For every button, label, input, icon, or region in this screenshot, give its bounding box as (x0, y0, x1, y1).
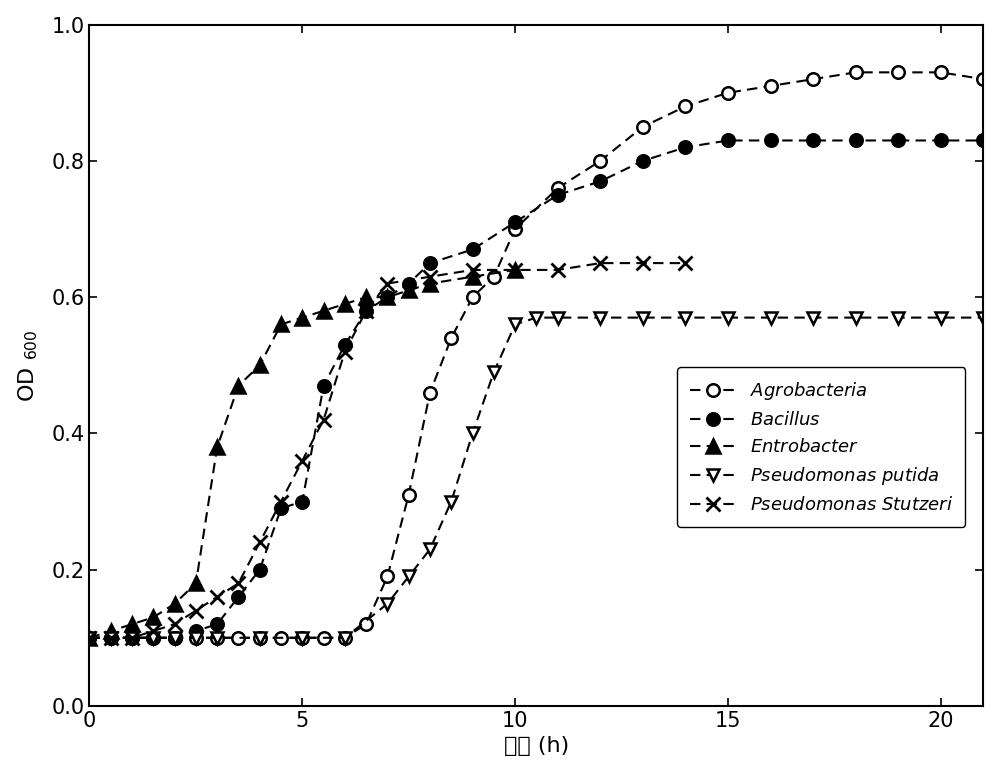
Legend: $\it{Agrobacteria}$, $\it{Bacillus}$, $\it{Entrobacter}$, $\it{Pseudomonas\ puti: $\it{Agrobacteria}$, $\it{Bacillus}$, $\… (677, 367, 965, 526)
X-axis label: 时间 (h): 时间 (h) (504, 737, 569, 756)
Y-axis label: OD$\ _{600}$: OD$\ _{600}$ (17, 329, 40, 402)
